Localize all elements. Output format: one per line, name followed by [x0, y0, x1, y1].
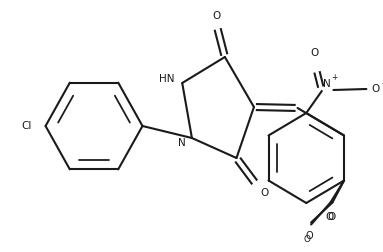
Text: O: O: [310, 48, 318, 58]
Text: Cl: Cl: [21, 121, 32, 131]
Text: O: O: [260, 188, 269, 198]
Text: +: +: [331, 73, 338, 82]
Text: HN: HN: [159, 74, 175, 84]
Text: -: -: [382, 79, 383, 88]
Text: O: O: [212, 11, 220, 21]
Text: O: O: [371, 84, 380, 94]
Text: N: N: [323, 79, 331, 89]
Text: O: O: [327, 211, 336, 222]
Text: O: O: [304, 235, 311, 243]
Text: N: N: [178, 138, 186, 148]
Text: O: O: [326, 211, 334, 222]
Text: O: O: [305, 231, 313, 240]
